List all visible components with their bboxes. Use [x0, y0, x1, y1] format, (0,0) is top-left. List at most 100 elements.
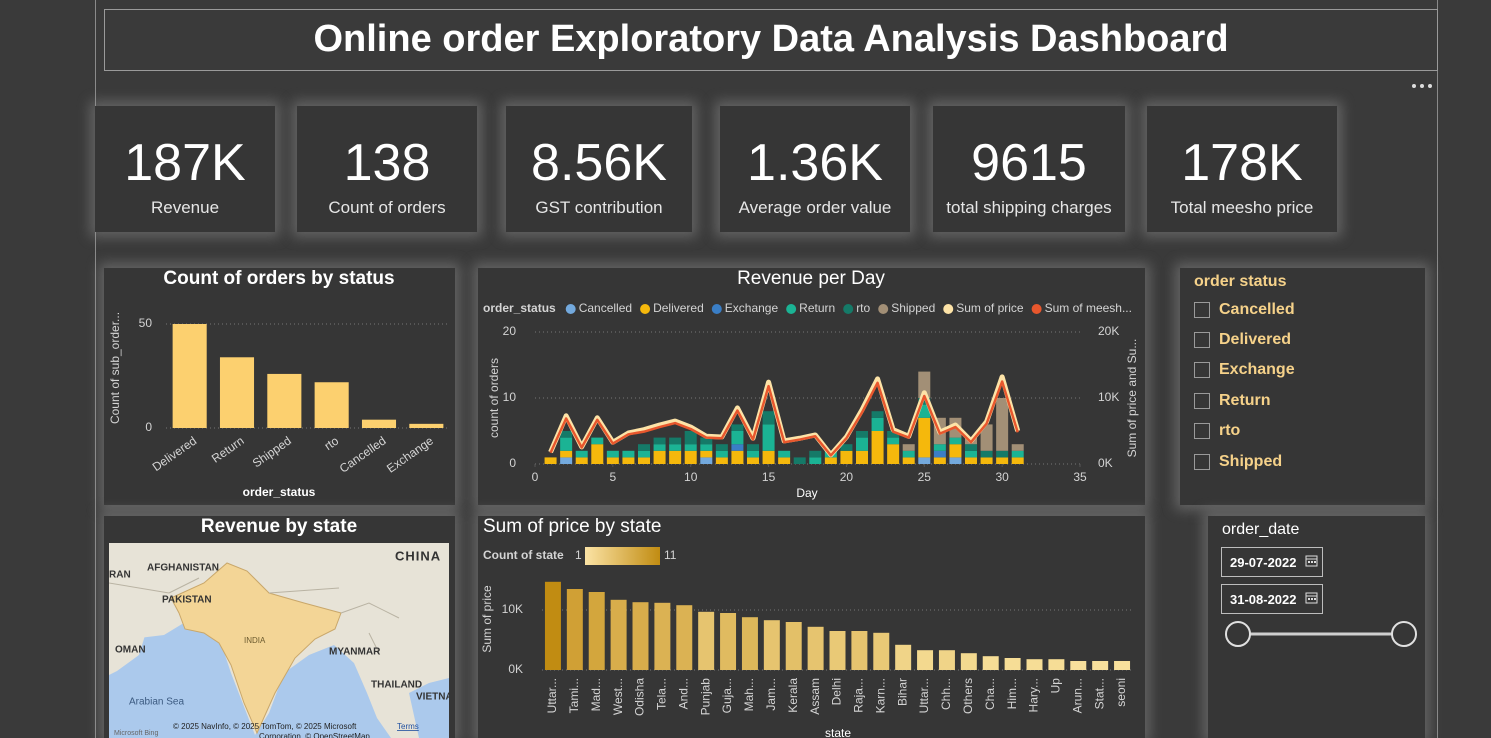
- bar-segment: [747, 444, 759, 451]
- slicer-label[interactable]: Return: [1219, 392, 1271, 409]
- bar-segment: [762, 450, 775, 464]
- bar: [785, 622, 802, 670]
- bar-segment: [747, 450, 759, 458]
- map-label: Arabian Sea: [129, 697, 184, 708]
- land: [109, 629, 147, 675]
- bar-segment: [918, 371, 931, 398]
- bar: [873, 632, 890, 670]
- bar-segment: [871, 411, 884, 418]
- x-tick-label: Stat...: [1092, 678, 1106, 709]
- bar-segment: [560, 450, 573, 458]
- slicer-label[interactable]: Cancelled: [1219, 301, 1295, 318]
- bar-segment: [887, 431, 900, 438]
- x-tick-label: Up: [1049, 678, 1063, 694]
- bar-segment: [638, 444, 650, 451]
- x-tick-label: Cha...: [983, 678, 997, 710]
- y-axis-title: Sum of price: [480, 585, 494, 653]
- bar: [1070, 661, 1087, 670]
- legend-label: Cancelled: [579, 301, 632, 315]
- state-chart: Sum of price by state Count of state 1 1…: [478, 516, 1145, 738]
- map-label: AFGHANISTAN: [147, 563, 219, 574]
- bar-segment: [902, 444, 915, 451]
- bar-segment: [809, 457, 822, 464]
- date-text[interactable]: 31-08-2022: [1230, 592, 1297, 607]
- checkbox[interactable]: [1194, 393, 1210, 409]
- bar-segment: [638, 457, 650, 464]
- y-tick-label: 20: [503, 324, 517, 338]
- bar-segment: [933, 444, 946, 451]
- legend-swatch: [711, 304, 722, 314]
- bar-segment: [606, 457, 619, 464]
- y2-tick-label: 0K: [1098, 456, 1113, 470]
- bar-segment: [700, 457, 713, 464]
- map[interactable]: CHINA AFGHANISTAN RAN PAKISTAN INDIA MYA…: [109, 543, 453, 738]
- bar-segment: [669, 437, 682, 445]
- chart-title: Revenue per Day: [737, 268, 885, 289]
- y-tick-label: 0: [145, 420, 152, 434]
- date-input[interactable]: 29-07-2022: [1221, 547, 1323, 577]
- legend-swatch: [1031, 304, 1042, 314]
- checkbox[interactable]: [1194, 454, 1210, 470]
- bar-segment: [731, 450, 744, 464]
- calendar-icon[interactable]: [1305, 554, 1318, 567]
- x-tick-label: Chh...: [939, 678, 953, 710]
- y-tick-label: 10: [503, 390, 517, 404]
- date-text[interactable]: 29-07-2022: [1230, 555, 1297, 570]
- date-filter: order_date 29-07-2022 31-08-2022: [1208, 516, 1425, 738]
- map-label: THAILAND: [371, 680, 422, 691]
- map-provider: Microsoft Bing: [114, 730, 158, 737]
- legend-title: order_status: [483, 301, 556, 315]
- slicer-label[interactable]: rto: [1219, 422, 1241, 439]
- x-tick-label: Mah...: [742, 678, 756, 711]
- legend-swatch: [565, 304, 576, 314]
- kpi-card: 178K Total meesho price: [1147, 106, 1337, 232]
- bar-segment: [793, 457, 806, 464]
- bar: [1048, 659, 1065, 670]
- bar-segment: [778, 457, 791, 464]
- bar-segment: [762, 424, 775, 451]
- y-tick-label: 50: [139, 316, 153, 330]
- bar-segment: [871, 417, 884, 431]
- bar: [566, 589, 583, 670]
- bar-segment: [887, 437, 900, 445]
- map-terms[interactable]: Terms: [397, 722, 419, 731]
- x-tick-label: Return: [209, 434, 247, 466]
- slicer-label[interactable]: Delivered: [1219, 331, 1292, 348]
- map-label: RAN: [109, 570, 131, 581]
- x-tick-label: rto: [322, 433, 342, 453]
- x-axis-title: order_status: [243, 485, 316, 499]
- y2-axis-title: Sum of price and Su...: [1125, 339, 1139, 458]
- x-tick-label: Bihar: [895, 678, 909, 706]
- slider-handle[interactable]: [1391, 621, 1417, 647]
- chart-title: Revenue by state: [201, 516, 357, 537]
- map-label: PAKISTAN: [162, 595, 212, 606]
- slider-handle[interactable]: [1225, 621, 1251, 647]
- x-tick-label: 35: [1073, 470, 1087, 484]
- slicer-label[interactable]: Shipped: [1219, 453, 1283, 470]
- more-options[interactable]: [1410, 80, 1434, 92]
- bar-segment: [700, 450, 713, 458]
- x-tick-label: Guja...: [720, 678, 734, 713]
- checkbox[interactable]: [1194, 302, 1210, 318]
- checkbox[interactable]: [1194, 362, 1210, 378]
- slicer-label[interactable]: Exchange: [1219, 361, 1295, 378]
- x-tick-label: Tami...: [567, 678, 581, 713]
- x-tick-label: Assam: [808, 678, 822, 715]
- x-tick-label: 5: [610, 470, 617, 484]
- calendar-icon[interactable]: [1305, 591, 1318, 604]
- checkbox[interactable]: [1194, 332, 1210, 348]
- date-slider[interactable]: [1208, 616, 1425, 656]
- sea: [109, 621, 391, 738]
- checkbox[interactable]: [1194, 423, 1210, 439]
- bar-segment: [1011, 450, 1024, 458]
- y-tick-label: 10K: [502, 602, 523, 616]
- chart-title: Count of orders by status: [163, 268, 394, 289]
- legend-label: Delivered: [653, 301, 704, 315]
- map-panel: Revenue by state CHINA AFGHANISTAN RAN P…: [104, 516, 455, 738]
- bar-segment: [622, 450, 635, 458]
- bar-segment: [980, 424, 993, 451]
- date-input[interactable]: 31-08-2022: [1221, 584, 1323, 614]
- dashboard-title: Online order Exploratory Data Analysis D…: [104, 9, 1438, 71]
- x-tick-label: Arun...: [1070, 678, 1084, 713]
